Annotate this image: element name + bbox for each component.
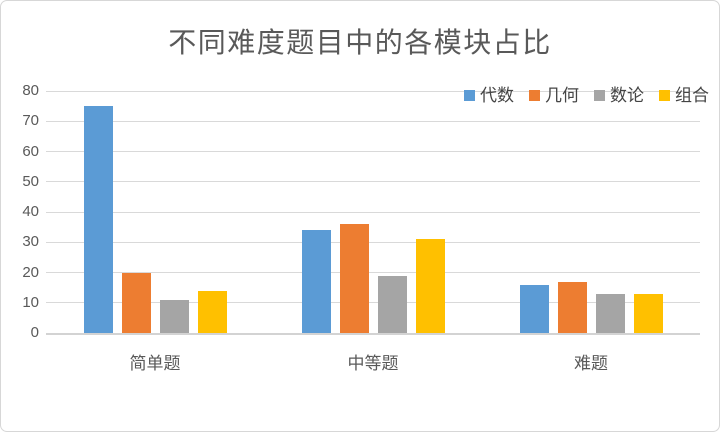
y-tick-label-70: 70 — [22, 112, 39, 130]
bar-combinatorics-medium — [415, 239, 445, 333]
bar-combinatorics-easy — [197, 290, 227, 333]
bar-groups — [46, 91, 700, 333]
bar-group-easy — [46, 91, 264, 333]
gridline-20 — [46, 272, 700, 273]
legend-label-geometry: 几何 — [545, 86, 579, 105]
chart-title: 不同难度题目中的各模块占比 — [168, 27, 552, 58]
legend-item-geometry: 几何 — [529, 87, 579, 104]
legend-swatch-number-theory — [594, 90, 605, 101]
legend: 代数 几何 数论 组合 — [464, 87, 709, 104]
y-tick-label-60: 60 — [22, 142, 39, 160]
x-axis-label-medium: 中等题 — [347, 354, 399, 373]
bar-algebra-easy — [83, 106, 113, 333]
bar-number-theory-hard — [595, 293, 625, 333]
bar-group-hard — [482, 91, 700, 333]
y-tick-label-10: 10 — [22, 293, 39, 311]
gridline-60 — [46, 151, 700, 152]
legend-swatch-geometry — [529, 90, 540, 101]
y-tick-label-30: 30 — [22, 233, 39, 251]
bar-combinatorics-hard — [633, 293, 663, 333]
bar-geometry-easy — [121, 272, 151, 333]
gridline-40 — [46, 211, 700, 213]
bar-geometry-medium — [339, 224, 369, 333]
gridline-30 — [46, 241, 700, 243]
gridline-10 — [46, 302, 700, 304]
y-tick-label-40: 40 — [22, 203, 39, 220]
bar-algebra-hard — [519, 284, 549, 333]
gridline-80 — [46, 90, 700, 92]
legend-label-algebra: 代数 — [480, 86, 514, 105]
gridline-50 — [46, 181, 700, 183]
bar-algebra-medium — [301, 230, 331, 333]
legend-label-combinatorics: 组合 — [675, 86, 709, 105]
legend-swatch-combinatorics — [659, 90, 670, 101]
x-axis-label-easy: 简单题 — [129, 354, 181, 373]
gridline-70 — [46, 120, 700, 122]
legend-swatch-algebra — [464, 90, 475, 101]
bar-number-theory-medium — [377, 275, 407, 333]
x-axis: 简单题 中等题 难题 — [46, 335, 700, 374]
bar-number-theory-easy — [159, 299, 189, 333]
y-tick-label-0: 0 — [30, 324, 39, 341]
legend-item-number-theory: 数论 — [594, 87, 644, 104]
y-tick-label-20: 20 — [22, 263, 39, 281]
y-tick-label-80: 80 — [22, 82, 39, 99]
legend-item-combinatorics: 组合 — [659, 87, 709, 104]
plot-area: 0 10 20 30 40 50 60 70 80 — [22, 82, 700, 341]
x-axis-label-hard: 难题 — [574, 354, 608, 373]
bar-group-medium — [264, 91, 482, 333]
legend-label-number-theory: 数论 — [610, 86, 644, 105]
y-tick-label-50: 50 — [22, 172, 39, 190]
legend-item-algebra: 代数 — [464, 87, 514, 104]
bar-geometry-hard — [557, 281, 587, 333]
